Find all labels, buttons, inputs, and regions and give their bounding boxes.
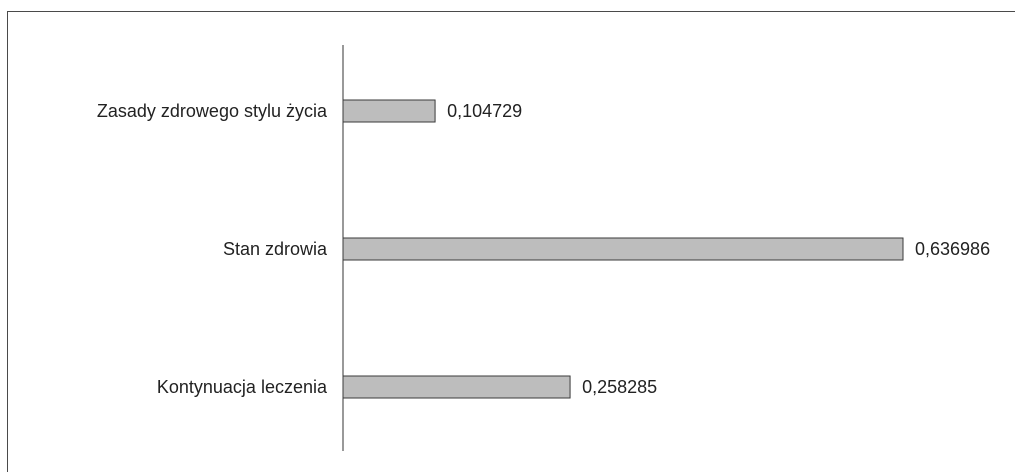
value-label-1: 0,104729 (447, 101, 522, 121)
value-label-3: 0,258285 (582, 377, 657, 397)
category-label-2: Stan zdrowia (223, 239, 328, 259)
value-label-2: 0,636986 (915, 239, 990, 259)
bar-1 (342, 99, 436, 123)
bar-3 (342, 375, 571, 399)
category-label-1: Zasady zdrowego stylu życia (97, 101, 328, 121)
labels-layer: Zasady zdrowego stylu życia 0,104729 Stan … (97, 101, 990, 397)
chart-frame (7, 11, 1015, 472)
bar-2 (342, 237, 904, 261)
category-label-3: Kontynuacja leczenia (157, 377, 328, 397)
bars-layer (342, 99, 904, 399)
